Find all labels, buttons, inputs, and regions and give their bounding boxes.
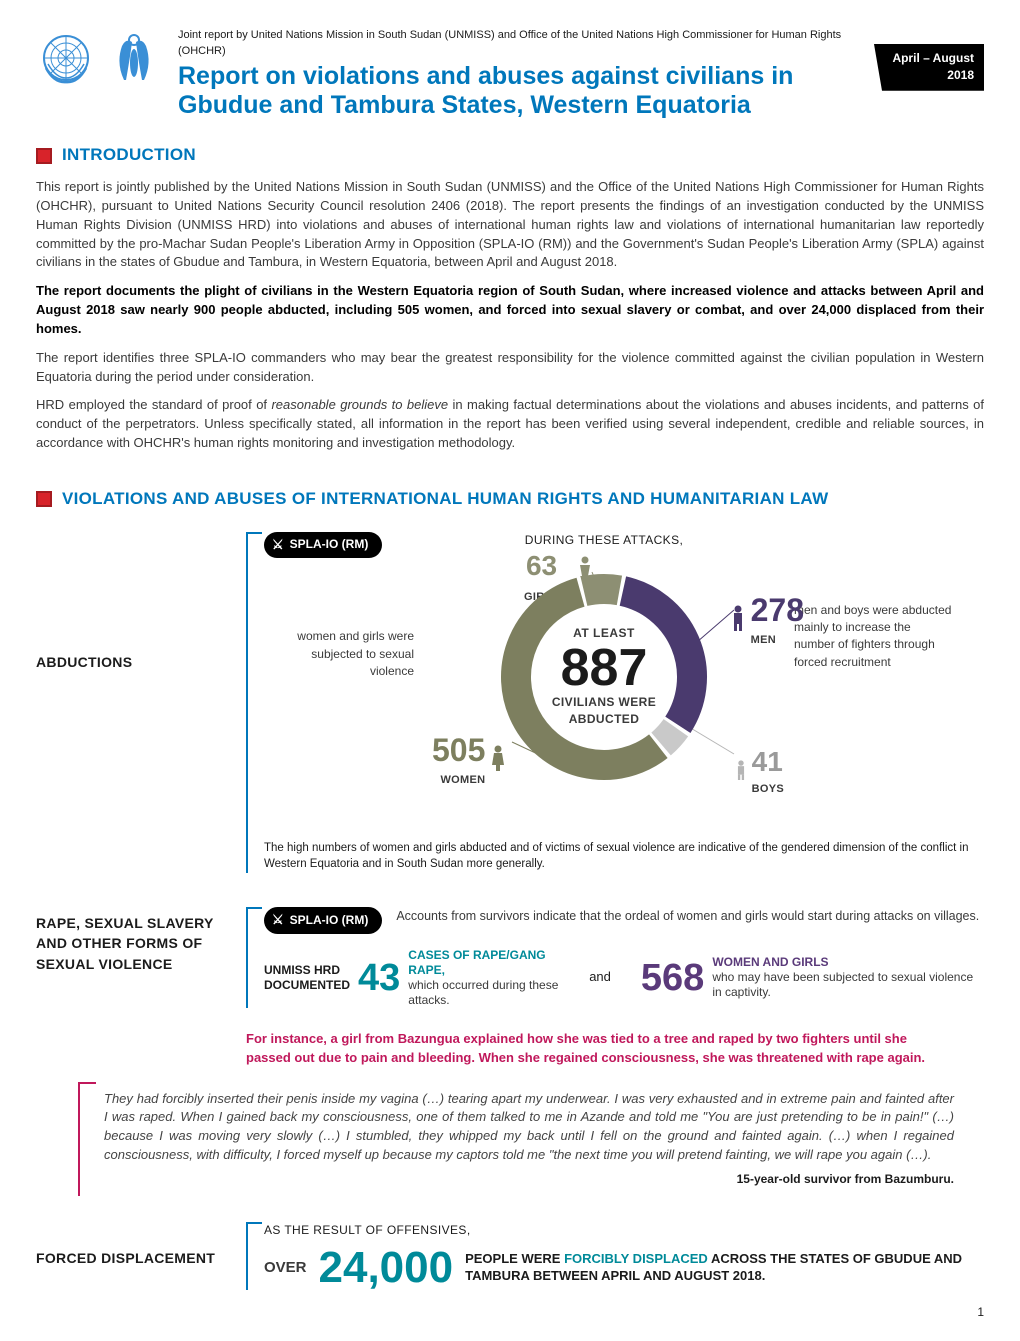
women-num: 505 [432,727,485,773]
abductions-section: ABDUCTIONS ⚔ SPLA-IO (RM) women and girl… [36,532,984,873]
boys-num: 41 [752,742,784,783]
fighter-icon: ⚔ [272,911,284,930]
stat2-post: who may have been subjected to sexual vi… [712,970,984,1000]
page-number: 1 [36,1304,984,1321]
stat-43: UNMISS HRD DOCUMENTED 43 CASES OF RAPE/G… [264,948,559,1008]
displacement-section: FORCED DISPLACEMENT AS THE RESULT OF OFF… [36,1222,984,1289]
center-num: 887 [561,642,648,694]
men-callout: 278 MEN [729,587,804,649]
intro-heading: INTRODUCTION [36,143,984,168]
date-range: April – August [892,51,974,65]
men-label: MEN [751,633,804,649]
spla-pill: ⚔ SPLA-IO (RM) [264,532,382,559]
abductions-footnote: The high numbers of women and girls abdu… [264,840,984,873]
women-callout: 505 WOMEN [432,727,507,789]
red-square-icon [36,491,52,507]
boy-icon [734,760,748,780]
stat1-pre1: UNMISS HRD [264,963,350,977]
sexual-violence-section: RAPE, SEXUAL SLAVERY AND OTHER FORMS OF … [36,907,984,1008]
abductions-label: ABDUCTIONS [36,532,246,873]
and-text: and [589,968,611,987]
stat1-num: 43 [358,959,400,997]
stat2-hl: WOMEN AND GIRLS [712,955,984,970]
quote-box: They had forcibly inserted their penis i… [78,1082,984,1197]
center-sub1: CIVILIANS WERE [552,694,656,711]
violations-heading-text: VIOLATIONS AND ABUSES OF INTERNATIONAL H… [62,487,828,512]
disp-text-hl: FORCIBLY DISPLACED [564,1251,708,1266]
intro-p2: The report documents the plight of civil… [36,282,984,339]
intro-p1: This report is jointly published by the … [36,178,984,272]
boys-label: BOYS [752,782,784,798]
intro-p3: The report identifies three SPLA-IO comm… [36,349,984,387]
intro-p4-em: reasonable grounds to believe [271,397,448,412]
during-label: DURING THESE ATTACKS, [414,532,794,549]
stat1-post: which occurred during these attacks. [408,978,559,1008]
quote-attribution: 15-year-old survivor from Bazumburu. [104,1171,954,1188]
man-icon [729,605,747,631]
intro-heading-text: INTRODUCTION [62,143,196,168]
donut-chart: DURING THESE ATTACKS, 63 GIRLS 278 MEN [414,532,794,832]
header-text: Joint report by United Nations Mission i… [178,28,860,119]
violations-heading: VIOLATIONS AND ABUSES OF INTERNATIONAL H… [36,487,984,512]
header: Joint report by United Nations Mission i… [36,28,984,119]
pill-text: SPLA-IO (RM) [290,536,369,553]
disp-text: PEOPLE WERE FORCIBLY DISPLACED ACROSS TH… [465,1251,984,1284]
displacement-pre: AS THE RESULT OF OFFENSIVES, [264,1222,984,1239]
disp-num: 24,000 [319,1246,454,1290]
pill-text: SPLA-IO (RM) [290,912,369,929]
date-year: 2018 [884,67,974,84]
displacement-label: FORCED DISPLACEMENT [36,1222,246,1289]
fighter-icon: ⚔ [272,536,284,555]
abductions-left-note: women and girls were subjected to sexual… [264,628,414,680]
quote-intro: For instance, a girl from Bazungua expla… [36,1030,984,1068]
intro-p4-a: HRD employed the standard of proof of [36,397,271,412]
stat2-num: 568 [641,959,704,997]
date-badge: April – August 2018 [874,44,984,91]
sexual-violence-label: RAPE, SEXUAL SLAVERY AND OTHER FORMS OF … [36,907,246,1008]
logos [36,28,164,88]
stat1-hl: CASES OF RAPE/GANG RAPE, [408,948,559,978]
disp-text-a: PEOPLE WERE [465,1251,564,1266]
account-text: Accounts from survivors indicate that th… [396,907,979,925]
un-logo [36,28,96,88]
sexual-violence-content: ⚔ SPLA-IO (RM) Accounts from survivors i… [246,907,984,1008]
intro-p4: HRD employed the standard of proof of re… [36,396,984,453]
abductions-content: ⚔ SPLA-IO (RM) women and girls were subj… [246,532,984,873]
ohchr-logo [104,28,164,88]
boys-callout: 41 BOYS [734,742,784,799]
stat-568: 568 WOMEN AND GIRLS who may have been su… [641,955,984,1000]
center-sub2: ABDUCTED [569,711,640,728]
red-square-icon [36,148,52,164]
spla-pill: ⚔ SPLA-IO (RM) [264,907,382,934]
donut-center: AT LEAST 887 CIVILIANS WERE ABDUCTED [499,572,709,782]
stat1-pre2: DOCUMENTED [264,978,350,992]
joint-report-line: Joint report by United Nations Mission i… [178,28,860,60]
quote-text: They had forcibly inserted their penis i… [104,1090,954,1165]
abductions-right-note: men and boys were abducted mainly to inc… [794,532,954,672]
displacement-content: AS THE RESULT OF OFFENSIVES, OVER 24,000… [246,1222,984,1289]
over-text: OVER [264,1257,307,1279]
men-num: 278 [751,587,804,633]
report-title: Report on violations and abuses against … [178,62,860,120]
women-label: WOMEN [432,773,485,789]
stat-row: UNMISS HRD DOCUMENTED 43 CASES OF RAPE/G… [264,948,984,1008]
